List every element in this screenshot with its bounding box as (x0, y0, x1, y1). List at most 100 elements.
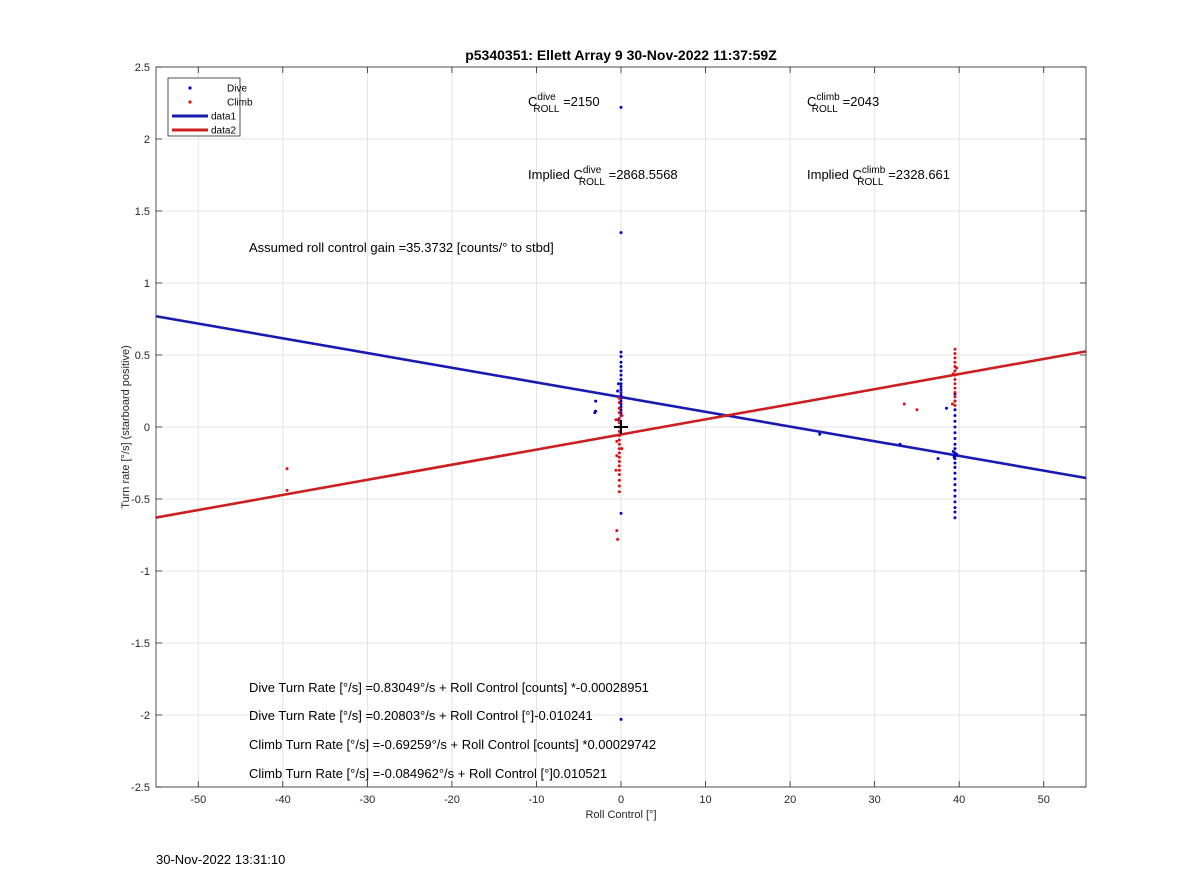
dive-point (619, 717, 623, 721)
dive-point (619, 390, 623, 394)
legend-label: data2 (211, 126, 236, 137)
climb-point (285, 467, 289, 471)
climb-point (953, 386, 957, 390)
climb-point (620, 447, 624, 451)
dive-point (953, 494, 957, 498)
x-tick-label: -10 (529, 794, 545, 806)
dive-point (594, 409, 598, 413)
fit-note: Climb Turn Rate [°/s] =-0.084962°/s + Ro… (249, 766, 607, 781)
y-tick-label: 2 (144, 134, 150, 146)
x-tick-label: 40 (953, 794, 965, 806)
dive-point (953, 461, 957, 465)
dive-point (619, 360, 623, 364)
x-tick-label: -20 (444, 794, 460, 806)
dive-point (619, 373, 623, 377)
dive-point (953, 483, 957, 487)
dive-point (953, 437, 957, 441)
dive-point (953, 442, 957, 446)
dive-point (953, 477, 957, 481)
fit-note: Dive Turn Rate [°/s] =0.20803°/s + Roll … (249, 708, 593, 723)
y-tick-label: 1.5 (135, 206, 150, 218)
climb-point (617, 490, 621, 494)
dive-point (619, 511, 623, 515)
dive-point (619, 382, 623, 386)
climb-point (953, 399, 957, 403)
timestamp: 30-Nov-2022 13:31:10 (156, 852, 285, 867)
legend-marker (188, 100, 192, 104)
coefficient-annotation: Implied Cdive ROLL =2868.5568 (528, 165, 678, 188)
dive-point (945, 406, 948, 410)
climb-point (915, 408, 919, 412)
climb-point (953, 390, 957, 394)
dive-point (953, 465, 957, 469)
y-tick-label: 2.5 (135, 62, 150, 74)
climb-point (285, 488, 289, 492)
x-tick-label: 50 (1038, 794, 1050, 806)
climb-point (955, 366, 959, 370)
climb-point (617, 447, 621, 451)
x-tick-label: 30 (869, 794, 881, 806)
chart-title: p5340351: Ellett Array 9 30-Nov-2022 11:… (465, 47, 777, 63)
climb-point (953, 403, 957, 407)
dive-point (951, 449, 955, 453)
x-tick-label: 20 (784, 794, 796, 806)
climb-point (617, 473, 621, 477)
y-tick-label: -2 (140, 710, 150, 722)
x-tick-label: -40 (275, 794, 291, 806)
coefficient-annotation: Implied Cclimb ROLL =2328.661 (807, 165, 950, 188)
dive-point (619, 365, 623, 369)
climb-point (617, 468, 621, 472)
legend-box (167, 77, 241, 137)
climb-point (953, 382, 957, 386)
climb-point (953, 360, 957, 364)
climb-point (617, 416, 621, 420)
climb-point (953, 356, 957, 360)
climb-point (617, 434, 621, 438)
dive-point (619, 377, 623, 381)
x-tick-label: -50 (190, 794, 206, 806)
climb-point (615, 439, 619, 443)
climb-point (615, 529, 619, 533)
dive-point (953, 447, 957, 451)
climb-point (902, 402, 906, 406)
x-tick-label: -30 (359, 794, 375, 806)
axis-ticks: -50 -40 -30 -20 -10 0 10 20 30 40 50-2.5-2-1.5-1-0… (131, 62, 1086, 806)
x-tick-label: 0 (618, 794, 624, 806)
fit-note: Dive Turn Rate [°/s] =0.83049°/s + Roll … (249, 680, 649, 695)
dive-point (818, 432, 822, 436)
climb-point (617, 401, 621, 405)
climb-point (617, 406, 621, 410)
dive-point (619, 369, 623, 373)
climb-point (617, 460, 621, 464)
dive-point (953, 419, 957, 423)
dive-point (594, 399, 598, 403)
climb-point (953, 377, 957, 381)
dive-point (953, 408, 957, 412)
dive-point (953, 471, 957, 475)
x-axis-label: Roll Control [°] (585, 809, 656, 821)
dive-point (953, 425, 957, 429)
climb-point (617, 484, 621, 488)
climb-point (617, 464, 621, 468)
climb-point (614, 418, 618, 422)
dive-point (953, 510, 957, 514)
y-tick-label: -0.5 (131, 494, 150, 506)
data-marks (155, 105, 1087, 721)
dive-point (953, 413, 957, 417)
dive-point (953, 506, 957, 510)
dive-point (955, 452, 959, 456)
climb-point (953, 395, 957, 399)
dive-point (953, 431, 957, 435)
legend-marker (188, 86, 192, 90)
climb-point (617, 478, 621, 482)
dive-point (619, 231, 623, 235)
climb-point (953, 352, 957, 356)
coefficient-annotation: Cdive ROLL =2150 (528, 92, 600, 115)
dive-point (619, 105, 623, 109)
climb-point (615, 454, 619, 458)
climb-point (614, 468, 618, 472)
climb-point (953, 347, 957, 351)
climb-point (617, 455, 621, 459)
y-tick-label: 0.5 (135, 350, 150, 362)
